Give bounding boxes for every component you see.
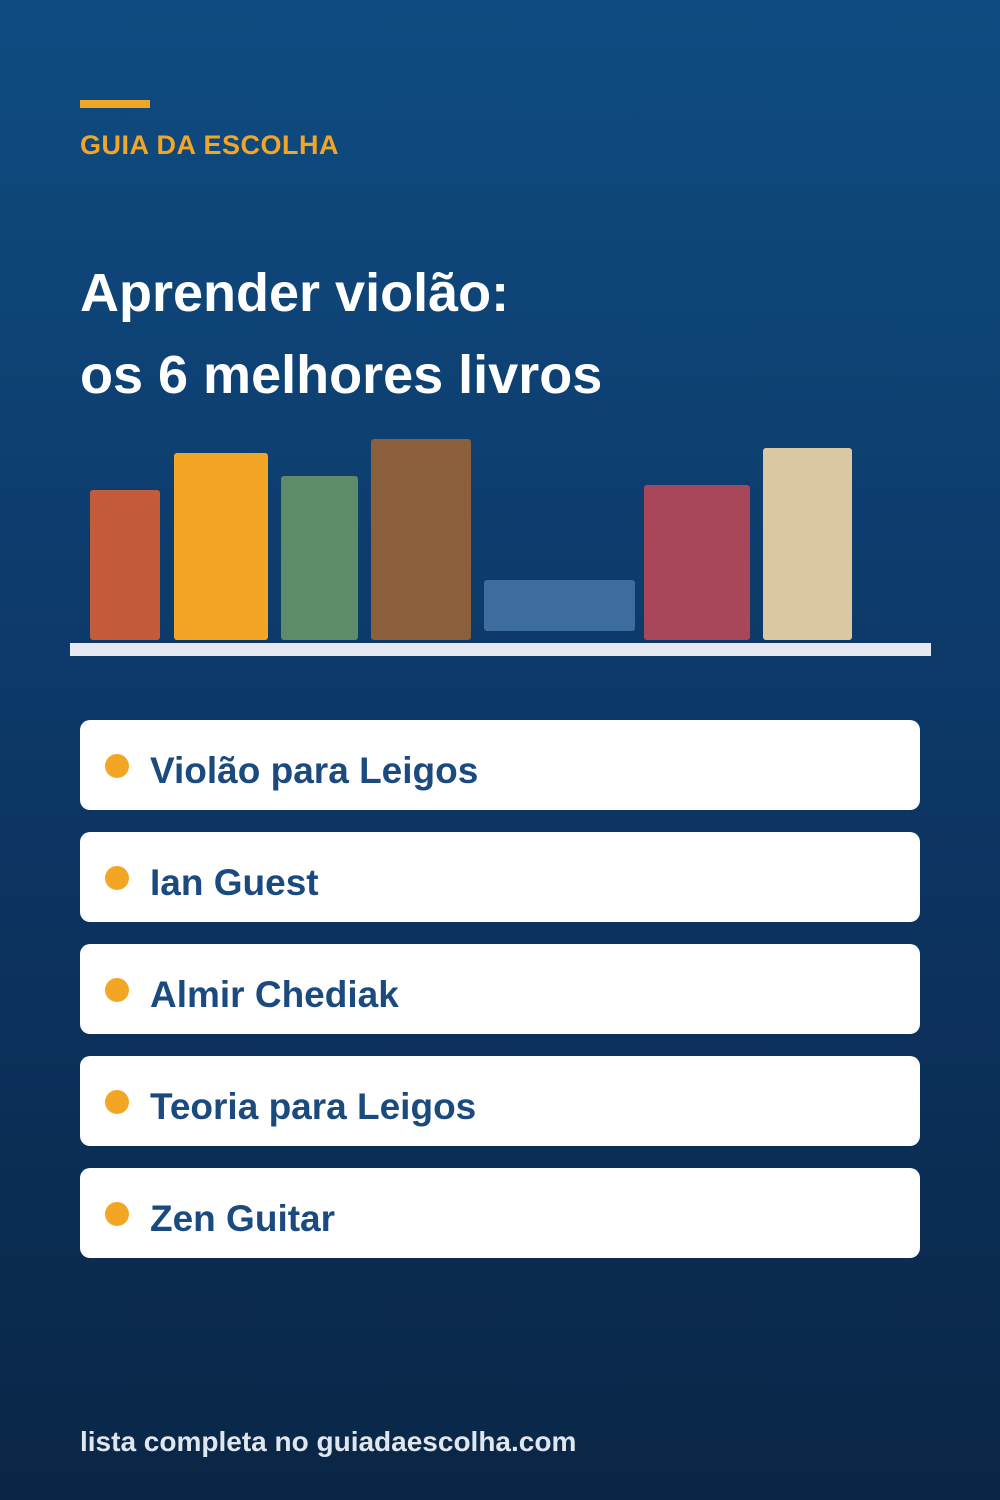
footer: lista completa no guiadaescolha.com xyxy=(80,1426,577,1457)
book xyxy=(371,439,471,640)
bullet xyxy=(105,754,129,778)
book xyxy=(281,476,358,640)
list-item: Teoria para Leigos xyxy=(150,1086,477,1127)
list-card: Zen Guitar xyxy=(80,1168,920,1258)
list-card: Violão para Leigos xyxy=(80,720,920,810)
book xyxy=(90,490,160,640)
bookshelf-illustration xyxy=(70,439,931,656)
book xyxy=(763,448,852,640)
title: Aprender violão: os 6 melhores livros xyxy=(80,252,602,416)
book xyxy=(644,485,750,640)
bullet xyxy=(105,1202,129,1226)
book xyxy=(174,453,268,640)
title-line: os 6 melhores livros xyxy=(80,345,603,405)
accent-bar xyxy=(80,100,150,108)
list-card: Almir Chediak xyxy=(80,944,920,1034)
title-line: Aprender violão: xyxy=(80,263,510,323)
shelf xyxy=(70,643,931,656)
bullet xyxy=(105,978,129,1002)
list-card: Teoria para Leigos xyxy=(80,1056,920,1146)
bullet xyxy=(105,866,129,890)
brand: GUIA DA ESCOLHA xyxy=(80,130,340,160)
list-item: Ian Guest xyxy=(150,862,319,903)
list-item: Violão para Leigos xyxy=(150,750,479,791)
book xyxy=(484,580,635,631)
list-item: Zen Guitar xyxy=(150,1198,336,1239)
list-item: Almir Chediak xyxy=(150,974,399,1015)
list-card: Ian Guest xyxy=(80,832,920,922)
book-list: Violão para Leigos Ian Guest Almir Chediak… xyxy=(80,720,920,1280)
bullet xyxy=(105,1090,129,1114)
